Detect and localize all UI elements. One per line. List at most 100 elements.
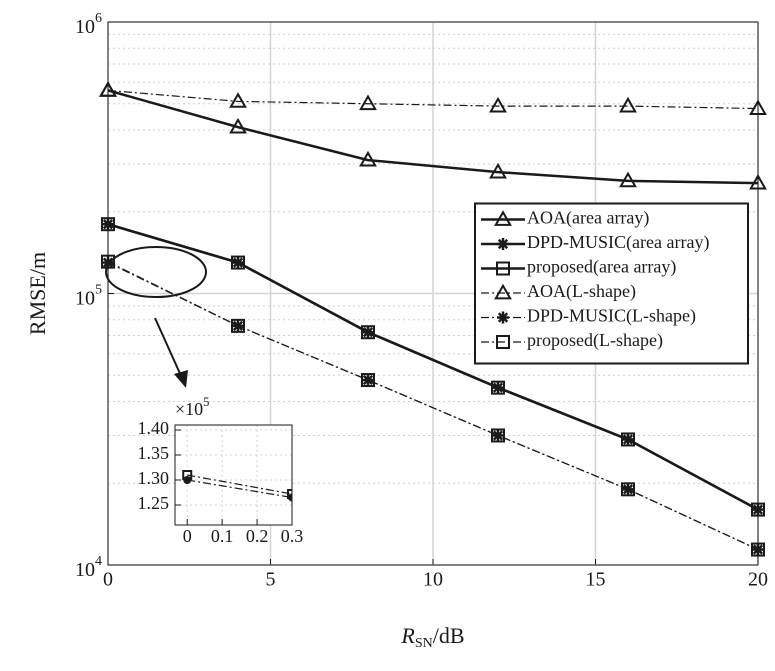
marker bbox=[359, 150, 377, 167]
marker-square bbox=[361, 325, 375, 340]
marker bbox=[751, 502, 765, 517]
marker-square bbox=[361, 373, 375, 388]
marker-triangle bbox=[749, 99, 767, 115]
plot-frame bbox=[107, 21, 759, 566]
marker bbox=[359, 94, 377, 111]
marker-square bbox=[231, 318, 245, 333]
marker bbox=[619, 96, 637, 113]
marker-square bbox=[287, 489, 292, 499]
y-tick-base: 10 bbox=[75, 16, 95, 38]
marker-square bbox=[231, 255, 245, 270]
marker-triangle bbox=[229, 117, 247, 134]
marker bbox=[101, 217, 115, 232]
series-line bbox=[187, 474, 292, 495]
marker-square bbox=[496, 335, 510, 349]
x-axis-label: RSN/dB bbox=[400, 623, 464, 651]
y-tick-exponent: 4 bbox=[95, 554, 102, 569]
marker bbox=[491, 380, 505, 395]
marker bbox=[496, 261, 510, 276]
marker-square bbox=[491, 428, 505, 443]
marker bbox=[229, 92, 247, 108]
marker bbox=[749, 99, 767, 115]
x-tick-label: 20 bbox=[748, 569, 768, 591]
marker-triangle bbox=[619, 171, 637, 188]
x-tick-label: 0.1 bbox=[211, 526, 234, 546]
marker bbox=[621, 482, 635, 497]
series-layer bbox=[182, 470, 292, 502]
marker bbox=[361, 325, 375, 340]
marker bbox=[231, 255, 245, 270]
y-tick-exponent: 5 bbox=[95, 283, 102, 298]
marker bbox=[489, 96, 507, 113]
x-label-main: R bbox=[400, 623, 415, 648]
legend-label: proposed(L-shape) bbox=[527, 330, 663, 351]
marker bbox=[287, 489, 292, 499]
marker-square bbox=[751, 502, 765, 517]
legend-label: AOA(area array) bbox=[527, 208, 649, 229]
series-line bbox=[187, 479, 292, 499]
marker bbox=[497, 311, 509, 324]
marker bbox=[362, 374, 374, 387]
marker-asterisk-stroke bbox=[362, 374, 374, 386]
marker-triangle bbox=[489, 162, 507, 179]
axis-multiplier: ×105 bbox=[175, 395, 209, 419]
marker-triangle bbox=[99, 81, 117, 97]
x-tick-label: 10 bbox=[423, 569, 443, 591]
x-tick-label: 0 bbox=[103, 569, 113, 591]
arrow-shaft bbox=[154, 317, 183, 379]
y-tick-base: 10 bbox=[75, 287, 95, 309]
highlight-ellipse bbox=[105, 246, 207, 298]
y-tick-label: 1.35 bbox=[138, 443, 170, 463]
marker bbox=[231, 318, 245, 333]
marker-triangle bbox=[359, 150, 377, 167]
marker-triangle bbox=[489, 96, 507, 113]
legend-label: DPD-MUSIC(L-shape) bbox=[527, 306, 696, 327]
y-tick-label: 1.30 bbox=[138, 468, 170, 488]
marker bbox=[99, 81, 117, 97]
marker bbox=[361, 373, 375, 388]
marker-square bbox=[496, 261, 510, 276]
marker-asterisk-stroke bbox=[288, 495, 292, 502]
inset-plot: 0 0.1 0.2 0.3 1.25 1.30 1.35 1.40×105 bbox=[138, 395, 304, 546]
marker bbox=[229, 117, 247, 134]
marker bbox=[489, 162, 507, 179]
marker-square bbox=[751, 542, 765, 557]
marker-square bbox=[101, 217, 115, 232]
marker-square bbox=[101, 254, 115, 269]
marker-square bbox=[621, 482, 635, 497]
x-tick-label: 0.2 bbox=[246, 526, 269, 546]
x-tick-label: 0 bbox=[183, 526, 192, 546]
x-tick-label: 0.3 bbox=[281, 526, 304, 546]
marker-triangle bbox=[749, 173, 767, 190]
x-label-rest: /dB bbox=[433, 623, 465, 648]
legend-label: proposed(area array) bbox=[527, 257, 676, 278]
marker bbox=[491, 428, 505, 443]
arrow-head bbox=[174, 370, 188, 388]
marker-asterisk-stroke bbox=[497, 238, 509, 250]
marker-asterisk-stroke bbox=[497, 312, 509, 323]
plot-area bbox=[175, 425, 292, 525]
series-layer bbox=[99, 81, 767, 557]
x-tick-label: 5 bbox=[266, 569, 276, 591]
series-line bbox=[107, 89, 759, 110]
multiplier-base: ×10 bbox=[175, 399, 203, 419]
marker bbox=[621, 432, 635, 447]
legend-label: AOA(L-shape) bbox=[527, 281, 636, 302]
marker bbox=[182, 470, 193, 480]
marker bbox=[101, 254, 115, 269]
series-line bbox=[107, 89, 759, 185]
series-line bbox=[107, 222, 759, 511]
legend-label: DPD-MUSIC(area array) bbox=[527, 232, 709, 253]
marker-asterisk-stroke bbox=[288, 493, 292, 500]
marker-triangle bbox=[229, 92, 247, 108]
marker-triangle bbox=[494, 210, 512, 226]
multiplier-exponent: 5 bbox=[203, 395, 209, 409]
legend: AOA(area array) DPD-MUSIC(area array) prop… bbox=[474, 202, 749, 365]
x-tick-label: 15 bbox=[586, 569, 606, 591]
y-tick-label: 1.40 bbox=[138, 418, 170, 438]
y-tick-exponent: 6 bbox=[95, 11, 102, 26]
legend-box bbox=[474, 202, 749, 365]
y-axis-label: RMSE/m bbox=[25, 252, 50, 335]
